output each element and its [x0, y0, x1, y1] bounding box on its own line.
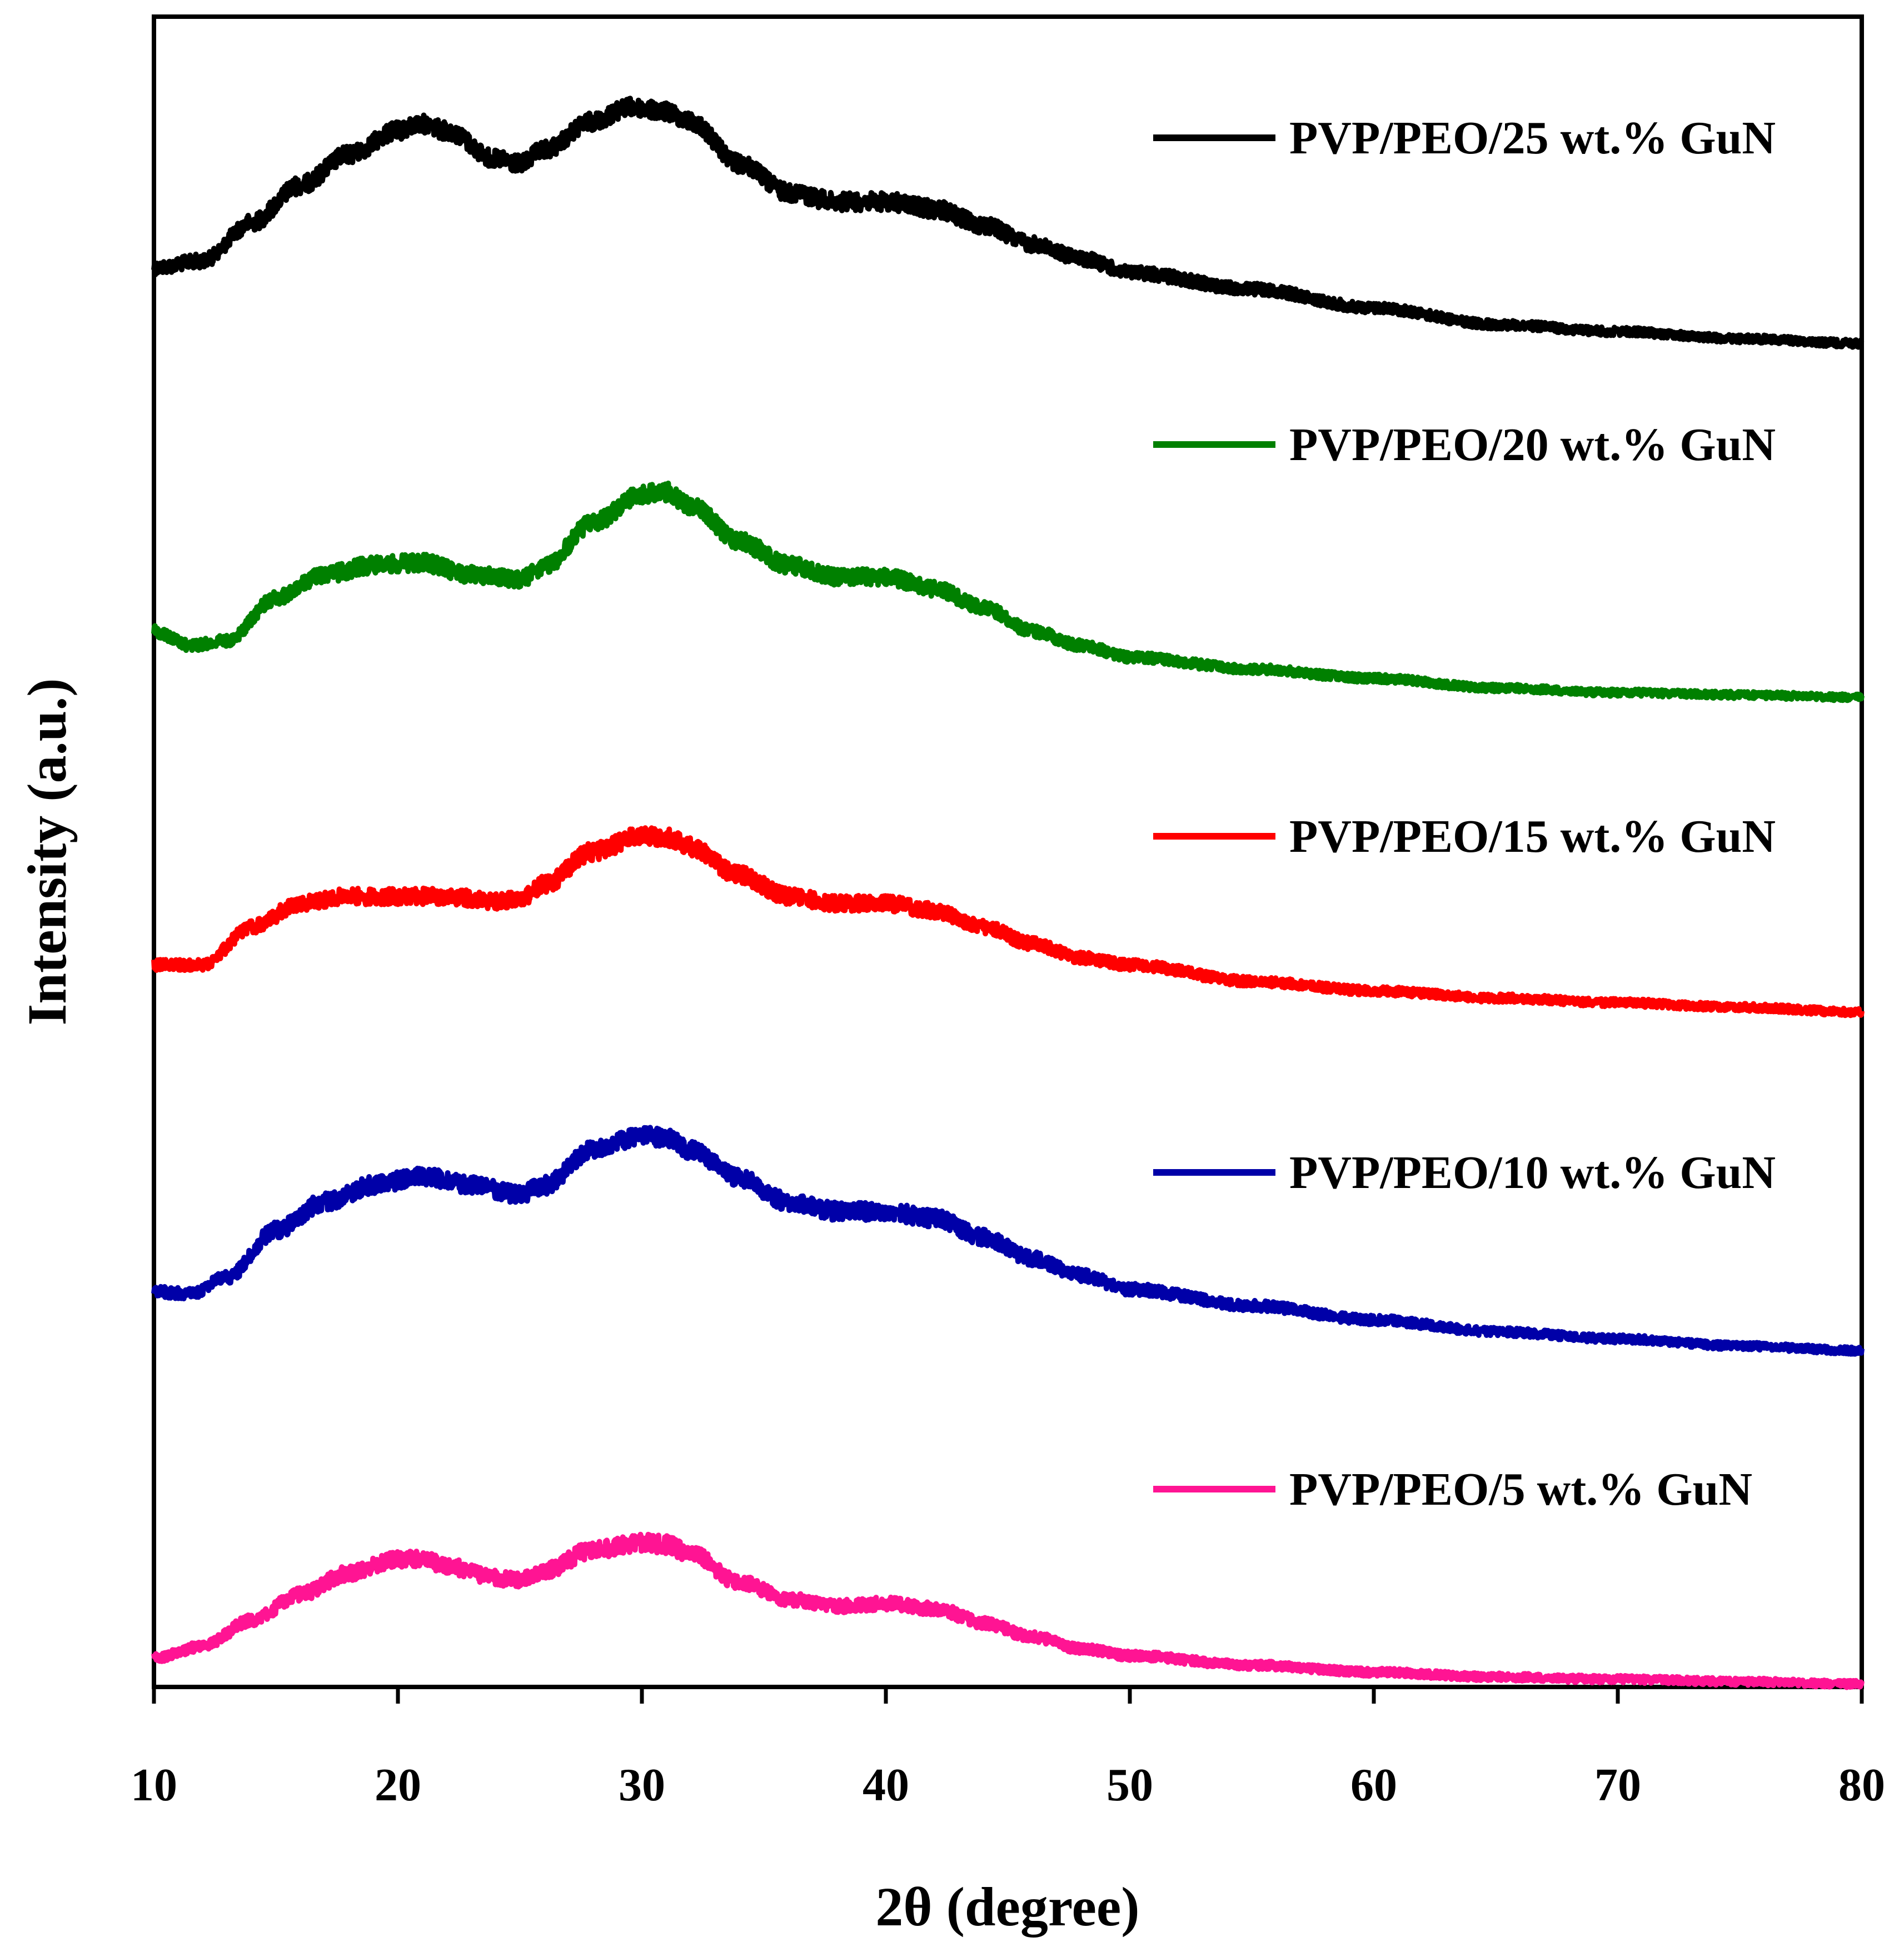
x-tick-label-30: 30: [619, 1759, 665, 1811]
series-line: [151, 1531, 1865, 1690]
x-axis-tick-labels: 10 20 30 40 50 60 70 80: [131, 1759, 1885, 1811]
series-line: [151, 1125, 1865, 1357]
x-tick-label-50: 50: [1106, 1759, 1153, 1811]
series-line: [151, 96, 1865, 350]
series-line: [151, 480, 1865, 703]
y-axis-title: Intensity (a.u.): [16, 678, 78, 1025]
x-tick-label-40: 40: [863, 1759, 909, 1811]
series-line: [151, 825, 1865, 1019]
x-axis-ticks: [152, 1687, 1864, 1704]
legend-label: PVP/PEO/25 wt.% GuN: [1289, 112, 1776, 164]
legend-label: PVP/PEO/5 wt.% GuN: [1289, 1464, 1752, 1515]
legend-label: PVP/PEO/15 wt.% GuN: [1289, 811, 1776, 862]
x-tick-label-60: 60: [1350, 1759, 1397, 1811]
legend: PVP/PEO/25 wt.% GuN PVP/PEO/20 wt.% GuN PV…: [1153, 112, 1776, 1515]
series-curves: [151, 96, 1865, 1690]
x-tick-label-70: 70: [1594, 1759, 1641, 1811]
legend-label: PVP/PEO/20 wt.% GuN: [1289, 419, 1776, 471]
plot-frame: [152, 14, 1864, 1689]
x-tick-label-10: 10: [131, 1759, 177, 1811]
x-tick-label-80: 80: [1838, 1759, 1885, 1811]
legend-label: PVP/PEO/10 wt.% GuN: [1289, 1147, 1776, 1199]
x-axis-title: 2θ (degree): [875, 1876, 1139, 1938]
x-tick-label-20: 20: [375, 1759, 421, 1811]
